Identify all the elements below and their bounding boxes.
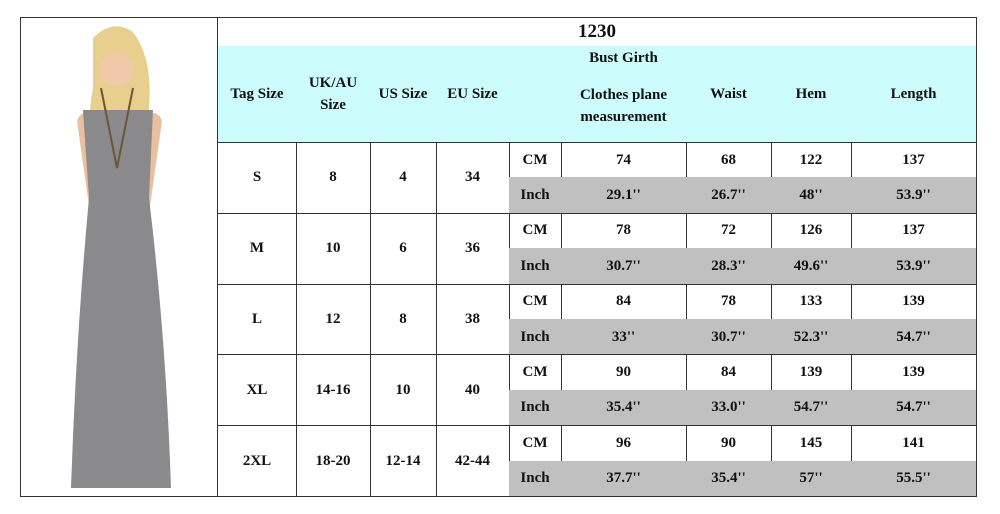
measure-cell: 49.6''	[771, 248, 852, 285]
unit-cell: Inch	[509, 319, 562, 356]
measure-cell: 137	[851, 142, 977, 179]
measure-cell: 139	[851, 283, 977, 320]
unit-cell: CM	[509, 283, 562, 320]
unit-cell: Inch	[509, 389, 562, 427]
measure-cell: 139	[851, 354, 977, 391]
measure-cell: 33.0''	[686, 389, 772, 427]
measure-cell: 33''	[561, 319, 687, 356]
measure-cell: 54.7''	[851, 319, 977, 356]
measure-cell: 137	[851, 212, 977, 250]
size-cell: 14-16	[296, 354, 371, 427]
size-cell: M	[218, 212, 297, 285]
header-cell: Waist	[686, 46, 772, 143]
measure-cell: 37.7''	[561, 460, 687, 497]
measure-cell: 53.9''	[851, 248, 977, 285]
measure-cell: 52.3''	[771, 319, 852, 356]
measure-cell: 28.3''	[686, 248, 772, 285]
measure-cell: 96	[561, 425, 687, 462]
table-title: 1230	[218, 17, 977, 47]
measure-cell: 84	[561, 283, 687, 320]
measure-cell: 72	[686, 212, 772, 250]
header-cell: US Size	[370, 46, 437, 143]
size-cell: 34	[436, 142, 510, 214]
header-cell: Length	[851, 46, 977, 143]
measure-cell: 90	[686, 425, 772, 462]
unit-cell: Inch	[509, 460, 562, 497]
measure-cell: 78	[686, 283, 772, 320]
model-photo	[71, 18, 218, 496]
size-cell: XL	[218, 354, 297, 427]
measure-cell: 139	[771, 354, 852, 391]
size-cell: 36	[436, 212, 510, 285]
measure-cell: 84	[686, 354, 772, 391]
measure-cell: 68	[686, 142, 772, 179]
measure-cell: 54.7''	[771, 389, 852, 427]
measure-cell: 35.4''	[561, 389, 687, 427]
unit-cell: Inch	[509, 177, 562, 214]
size-cell: 10	[370, 354, 437, 427]
measure-cell: 35.4''	[686, 460, 772, 497]
size-cell: 2XL	[218, 425, 297, 497]
measure-cell: 90	[561, 354, 687, 391]
size-cell: 8	[296, 142, 371, 214]
unit-cell: CM	[509, 142, 562, 179]
unit-cell: CM	[509, 212, 562, 250]
measure-cell: 57''	[771, 460, 852, 497]
measure-cell: 122	[771, 142, 852, 179]
measure-cell: 78	[561, 212, 687, 250]
header-cell: Hem	[771, 46, 852, 143]
measure-cell: 145	[771, 425, 852, 462]
size-cell: 8	[370, 283, 437, 356]
header-cell: Clothes plane measurement	[561, 70, 687, 143]
measure-cell: 53.9''	[851, 177, 977, 214]
measure-cell: 55.5''	[851, 460, 977, 497]
size-cell: 4	[370, 142, 437, 214]
header-cell: EU Size	[436, 46, 510, 143]
header-cell: Bust Girth	[561, 46, 687, 71]
size-cell: 18-20	[296, 425, 371, 497]
measure-cell: 141	[851, 425, 977, 462]
header-cell: UK/AU Size	[296, 46, 371, 143]
measure-cell: 30.7''	[561, 248, 687, 285]
size-cell: 12	[296, 283, 371, 356]
measure-cell: 30.7''	[686, 319, 772, 356]
measure-cell: 29.1''	[561, 177, 687, 214]
size-cell: S	[218, 142, 297, 214]
measure-cell: 48''	[771, 177, 852, 214]
size-cell: 6	[370, 212, 437, 285]
unit-cell: CM	[509, 425, 562, 462]
unit-cell: CM	[509, 354, 562, 391]
size-cell: 42-44	[436, 425, 510, 497]
size-cell: 12-14	[370, 425, 437, 497]
size-cell: L	[218, 283, 297, 356]
measure-cell: 74	[561, 142, 687, 179]
header-cell: Tag Size	[218, 46, 297, 143]
size-cell: 38	[436, 283, 510, 356]
size-cell: 40	[436, 354, 510, 427]
size-cell: 10	[296, 212, 371, 285]
header-cell	[509, 46, 562, 143]
measure-cell: 26.7''	[686, 177, 772, 214]
measure-cell: 126	[771, 212, 852, 250]
measure-cell: 54.7''	[851, 389, 977, 427]
measure-cell: 133	[771, 283, 852, 320]
unit-cell: Inch	[509, 248, 562, 285]
